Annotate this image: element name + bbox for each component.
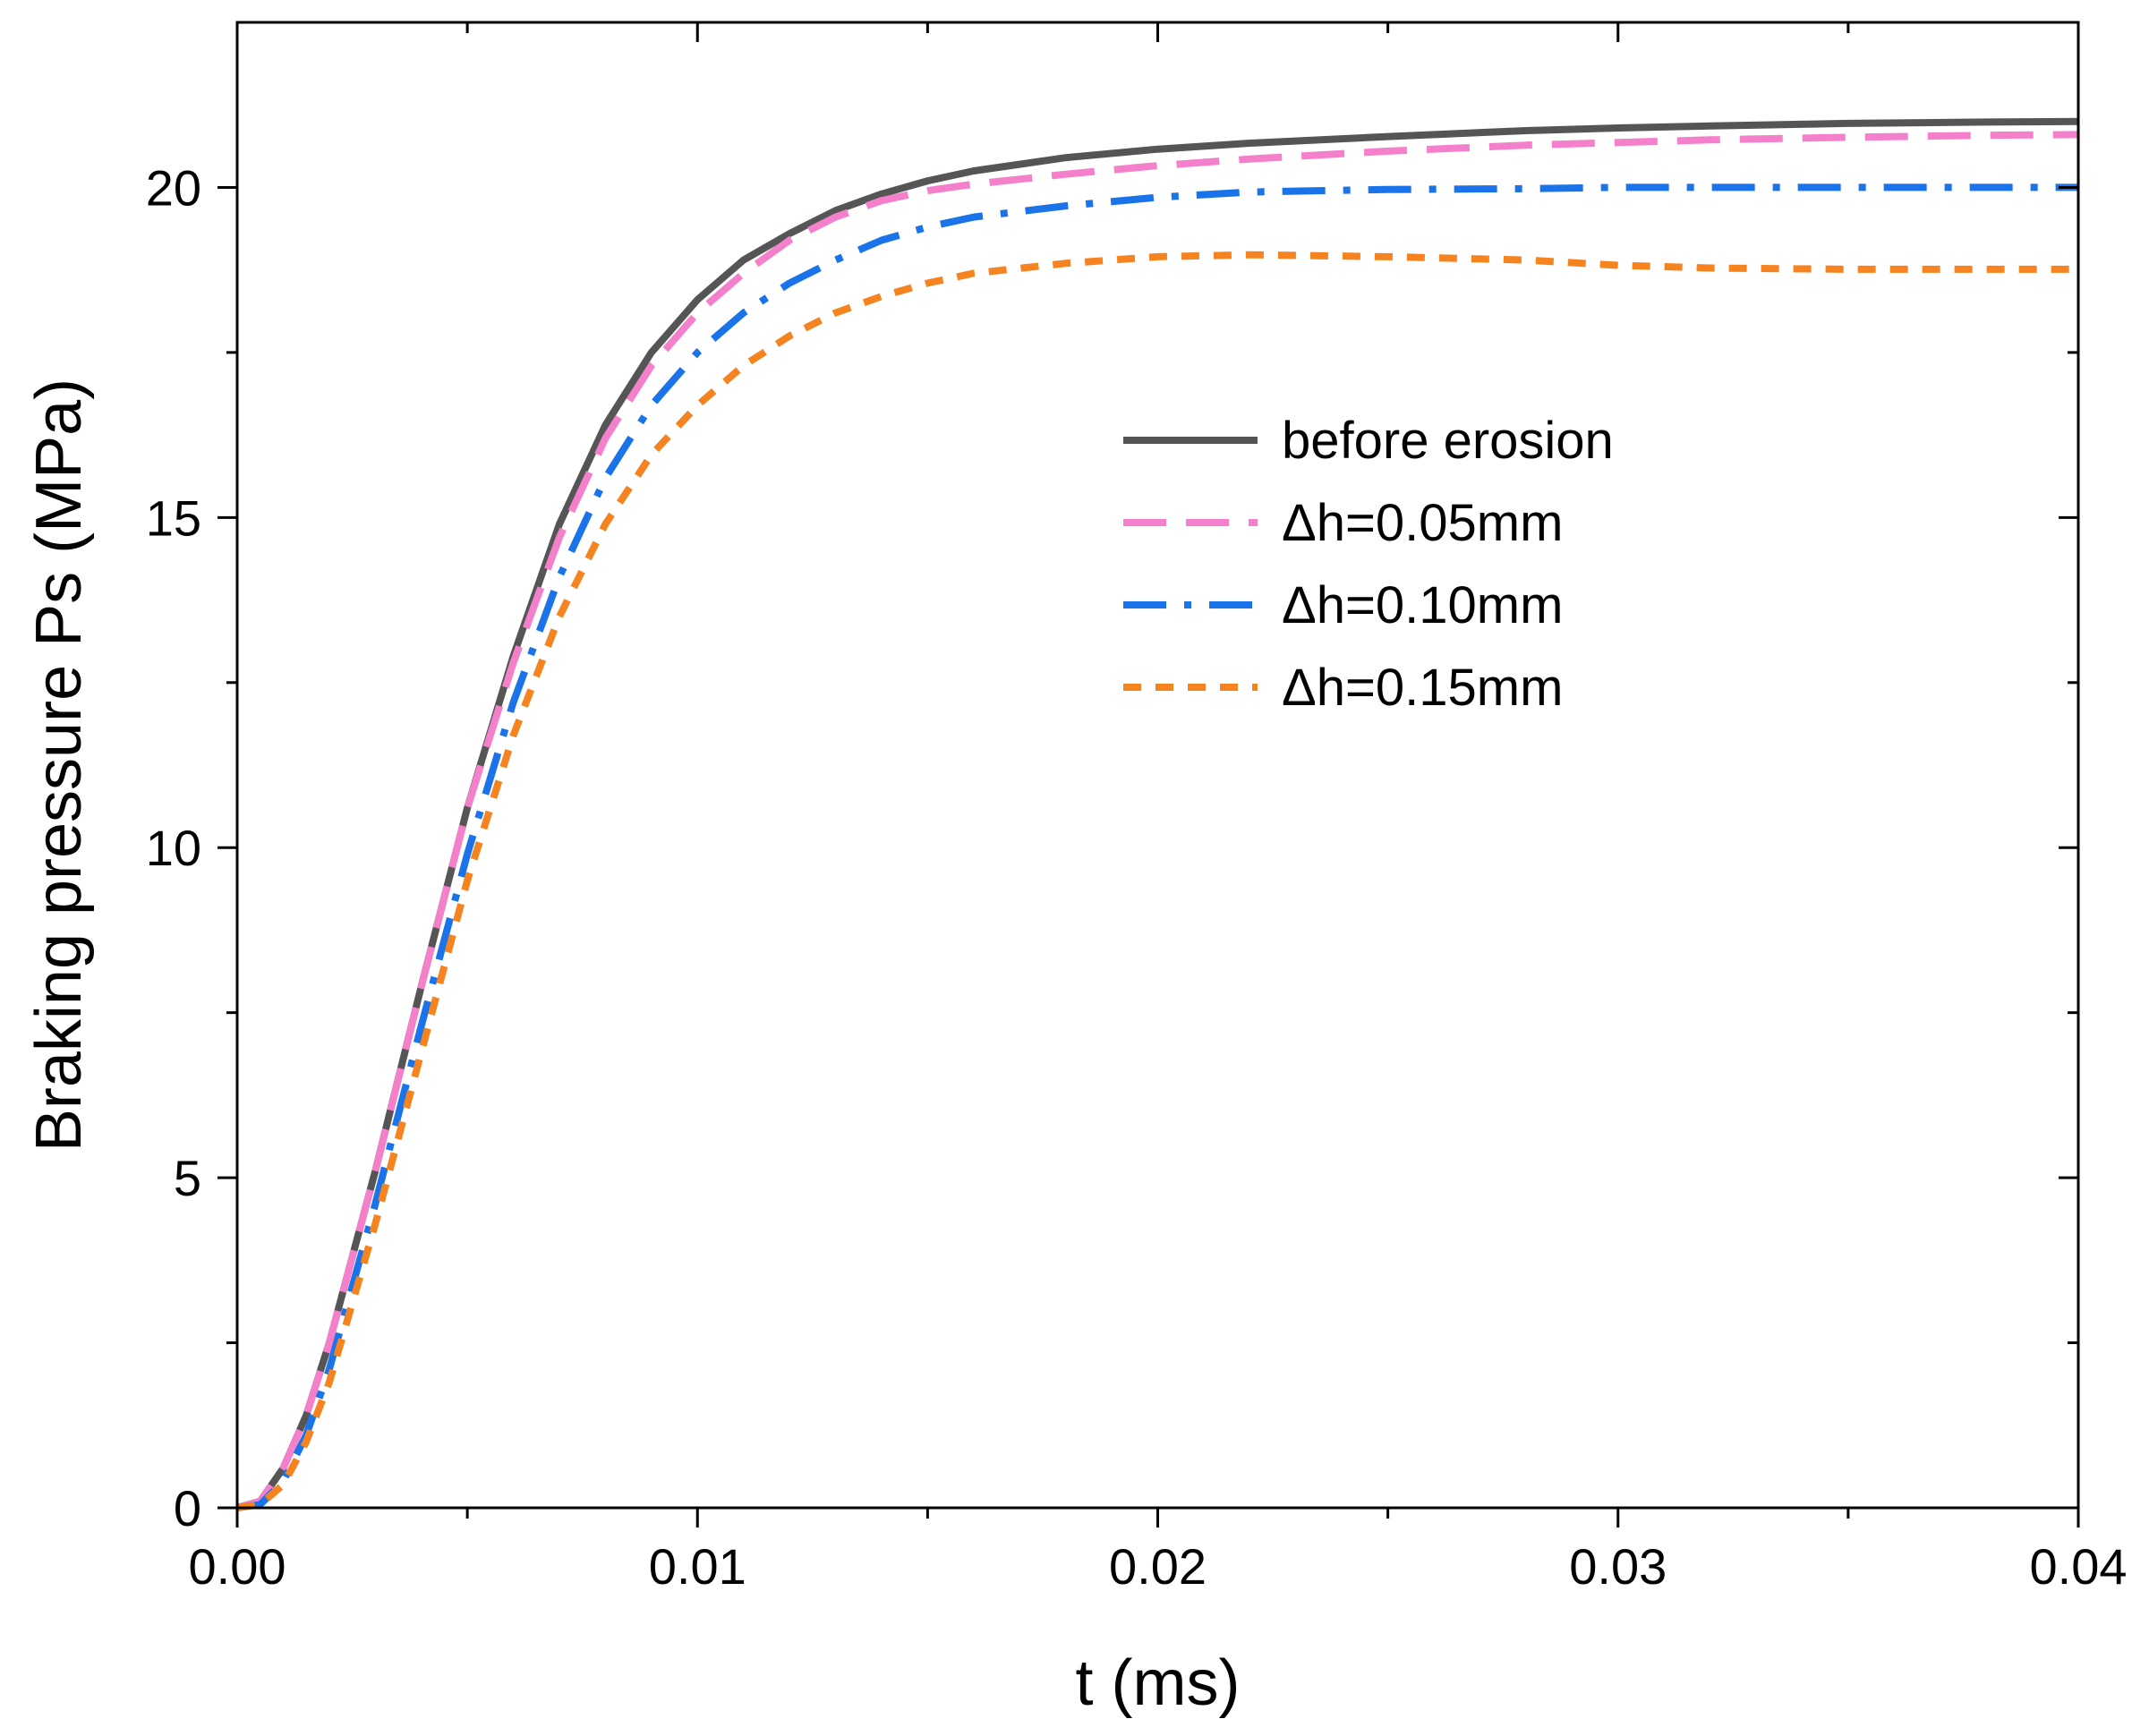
series-line-4 [236, 251, 2078, 1511]
axis-ticks [217, 22, 2080, 1528]
tick-labels: 0.00 0.01 0.02 0.03 0.04 0 5 10 15 20 [146, 159, 2128, 1595]
legend: before erosion Δh=0.05mm Δh=0.10mm Δh=0.15m… [1123, 412, 1614, 717]
legend-label-2: Δh=0.05mm [1282, 494, 1563, 552]
x-tick-label: 0.03 [1569, 1538, 1667, 1595]
series-layer [235, 117, 2079, 1511]
x-tick-label: 0.02 [1109, 1538, 1207, 1595]
x-tick-label: 0.00 [189, 1538, 286, 1595]
x-axis-title: t (ms) [1076, 1647, 1241, 1719]
plot-frame [235, 21, 2080, 1510]
y-tick-label: 15 [146, 489, 201, 546]
y-axis-title: Braking pressure Ps (MPa) [23, 379, 95, 1152]
y-tick-label: 10 [146, 820, 201, 876]
series-line-2 [235, 131, 2079, 1511]
legend-label-3: Δh=0.10mm [1282, 576, 1563, 634]
legend-label-1: before erosion [1282, 412, 1614, 470]
plot-border [235, 21, 2080, 1510]
y-tick-label: 20 [146, 159, 201, 216]
series-line-3 [236, 183, 2078, 1511]
y-tick-label: 0 [174, 1480, 201, 1536]
y-tick-label: 5 [174, 1150, 201, 1206]
legend-label-4: Δh=0.15mm [1282, 659, 1563, 717]
x-tick-label: 0.04 [2030, 1538, 2128, 1595]
series-line-1 [235, 117, 2079, 1511]
x-tick-label: 0.01 [649, 1538, 746, 1595]
